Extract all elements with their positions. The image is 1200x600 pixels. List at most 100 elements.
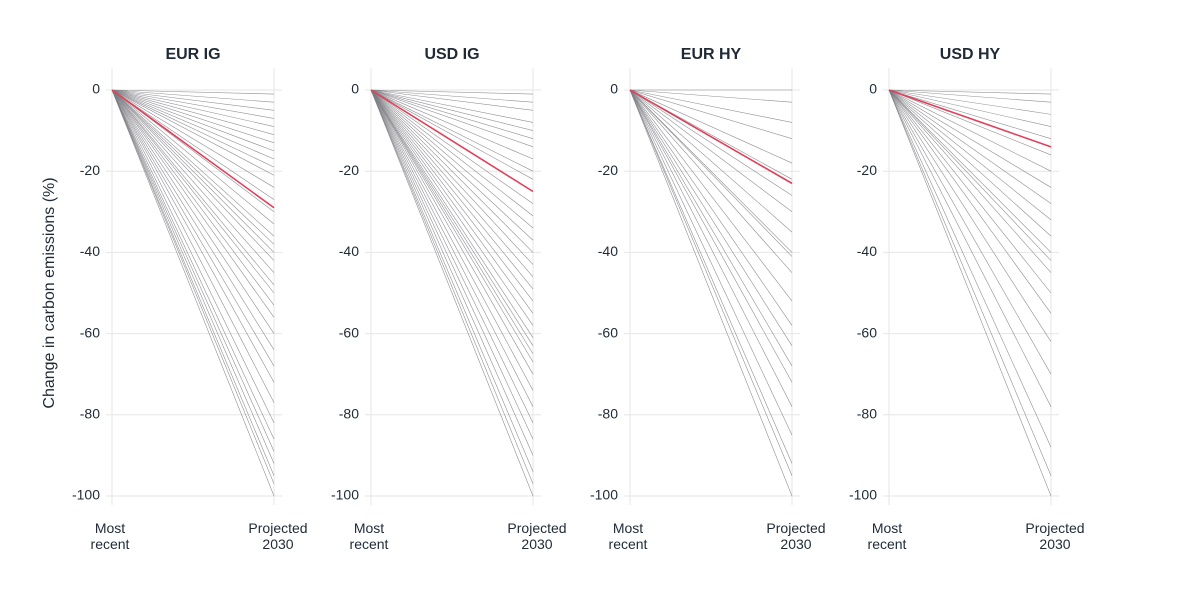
- data-line: [888, 89, 1052, 103]
- data-line: [888, 89, 1052, 294]
- data-line: [111, 89, 275, 176]
- highlight-line: [888, 89, 1052, 148]
- data-line: [888, 89, 1052, 261]
- data-line: [888, 89, 1052, 188]
- highlight-line: [370, 89, 534, 193]
- x-tick-label: Projected 2030: [766, 520, 826, 552]
- data-line: [111, 89, 275, 119]
- data-line: [888, 89, 1052, 115]
- data-line: [888, 89, 1052, 448]
- data-line: [370, 89, 534, 160]
- data-line: [111, 89, 275, 484]
- y-tick-label: -20: [598, 162, 618, 178]
- panel-title: EUR IG: [165, 46, 220, 63]
- data-line: [370, 89, 534, 95]
- data-line: [111, 89, 275, 237]
- x-tick-label: Most recent: [349, 520, 389, 552]
- data-line: [629, 89, 793, 346]
- data-line: [111, 89, 275, 476]
- data-line: [111, 89, 275, 111]
- data-line: [370, 89, 534, 180]
- data-line: [111, 89, 275, 452]
- panel-title: USD IG: [424, 46, 479, 63]
- y-tick-label: -40: [598, 243, 618, 259]
- data-line: [629, 89, 793, 196]
- data-line: [370, 89, 534, 424]
- panel-title: USD HY: [940, 46, 1001, 63]
- data-line: [111, 89, 275, 103]
- data-line: [111, 89, 275, 424]
- data-line: [111, 89, 275, 350]
- y-tick-label: -100: [72, 487, 100, 503]
- data-line: [629, 89, 793, 253]
- x-tick-label: Most recent: [90, 520, 130, 552]
- y-tick-label: -40: [857, 243, 877, 259]
- panel-title: EUR HY: [681, 46, 742, 63]
- data-line: [111, 89, 275, 367]
- data-line: [888, 89, 1052, 140]
- y-tick-label: -60: [80, 324, 100, 340]
- data-line: [370, 89, 534, 456]
- x-tick-label: Projected 2030: [1025, 520, 1085, 552]
- data-line: [111, 89, 275, 318]
- data-line: [370, 89, 534, 172]
- data-line: [370, 89, 534, 363]
- data-line: [888, 89, 1052, 127]
- data-line: [111, 89, 275, 200]
- y-axis-label: Change in carbon emissions (%): [41, 177, 58, 408]
- y-tick-label: -20: [857, 162, 877, 178]
- data-line: [370, 89, 534, 391]
- data-line: [370, 89, 534, 440]
- data-line: [370, 89, 534, 338]
- data-line: [370, 89, 534, 123]
- data-line: [888, 89, 1052, 221]
- data-line: [888, 89, 1052, 497]
- data-line: [111, 89, 275, 253]
- data-line: [370, 89, 534, 241]
- y-tick-label: -80: [80, 406, 100, 422]
- data-line: [370, 89, 534, 484]
- data-line: [629, 89, 793, 302]
- data-line: [111, 89, 275, 334]
- y-tick-label: -40: [80, 243, 100, 259]
- data-line: [111, 89, 275, 144]
- data-line: [370, 89, 534, 277]
- data-line: [629, 89, 793, 164]
- data-line: [370, 89, 534, 375]
- data-line: [370, 89, 534, 472]
- data-line: [111, 89, 275, 286]
- y-tick-label: -100: [849, 487, 877, 503]
- data-line: [370, 89, 534, 314]
- data-line: [370, 89, 534, 229]
- y-tick-label: -60: [339, 324, 359, 340]
- y-tick-label: -100: [590, 487, 618, 503]
- data-line: [629, 89, 793, 233]
- data-line: [370, 89, 534, 217]
- data-line: [629, 89, 793, 257]
- data-line: [370, 89, 534, 346]
- data-line: [370, 89, 534, 326]
- data-line: [370, 89, 534, 253]
- y-tick-label: 0: [351, 81, 359, 97]
- data-line: [111, 89, 275, 383]
- highlight-line: [111, 89, 275, 209]
- y-tick-label: 0: [869, 81, 877, 97]
- y-tick-label: -100: [331, 487, 359, 503]
- data-line: [888, 89, 1052, 375]
- data-line: [370, 89, 534, 497]
- data-line: [111, 89, 275, 127]
- data-line: [888, 89, 1052, 204]
- data-line: [888, 89, 1052, 172]
- x-tick-label: Most recent: [867, 520, 907, 552]
- data-line: [370, 89, 534, 265]
- data-line: [370, 89, 534, 131]
- data-line: [370, 89, 534, 407]
- data-line: [629, 89, 793, 273]
- y-tick-label: -20: [339, 162, 359, 178]
- data-line: [370, 89, 534, 140]
- data-line: [888, 89, 1052, 156]
- data-line: [370, 89, 534, 148]
- highlight-line: [629, 89, 793, 185]
- data-line: [111, 89, 275, 261]
- data-line: [111, 89, 275, 440]
